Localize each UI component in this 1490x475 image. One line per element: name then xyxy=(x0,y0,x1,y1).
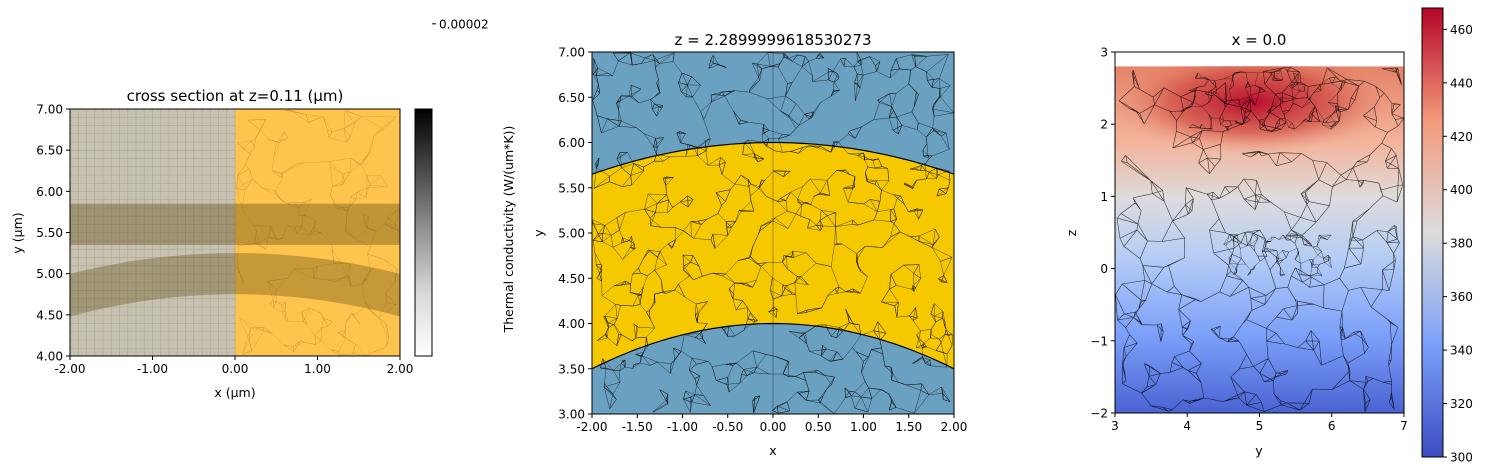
panel2-mesh xyxy=(592,52,954,414)
colorbar-tick-label: 440 xyxy=(1450,76,1473,90)
x-tick-label: 1.50 xyxy=(895,420,922,434)
y-tick-label: 5.00 xyxy=(558,227,585,241)
grid-lines xyxy=(70,109,236,356)
panel1-y-ticks: 4.00 4.50 5.00 5.50 6.00 6.50 7.00 xyxy=(36,103,70,364)
x-tick-label: 5 xyxy=(1256,419,1264,433)
mesh-edges xyxy=(236,109,400,356)
panel2-x-ticks: -2.00 -1.50 -1.00 -0.50 0.00 0.50 1.00 1.50 2.00 xyxy=(576,414,967,434)
colorbar-tick-label: 340 xyxy=(1450,344,1473,358)
y-tick-label: 4.00 xyxy=(558,317,585,331)
panel3-title: x = 0.0 xyxy=(1232,31,1287,49)
panel1-colorbar xyxy=(414,108,433,357)
panel1-colorbar-label: Thermal conductivity (W/(um*K)) xyxy=(501,126,516,334)
panel3-mesh xyxy=(1115,67,1404,412)
panel3-colorbar xyxy=(1421,7,1444,458)
y-tick-label: 4.50 xyxy=(558,272,585,286)
x-tick-label: -0.50 xyxy=(712,420,743,434)
mesh-edges xyxy=(592,52,954,414)
panel3-colorbar-ticks: 300 320 340 360 380 400 420 440 460 xyxy=(1443,23,1473,465)
y-tick-label: −1 xyxy=(1090,334,1108,348)
panel1-colorbar-ticks: 0.000020.000040.000060.000080.000100.000… xyxy=(432,17,489,31)
y-tick-label: 3.50 xyxy=(558,362,585,376)
panel3-y-label: z xyxy=(1064,229,1079,236)
panel2-y-ticks: 3.00 3.50 4.00 4.50 5.00 5.50 6.00 6.50 7.00 xyxy=(558,46,592,422)
x-tick-label: 3 xyxy=(1111,419,1119,433)
mesh-edges xyxy=(1180,70,1346,132)
colorbar-tick-label: 300 xyxy=(1450,451,1473,465)
y-tick-label: 7.00 xyxy=(36,103,63,117)
x-tick-label: -1.00 xyxy=(137,362,168,376)
y-tick-label: 6.50 xyxy=(36,144,63,158)
panel1-right-region xyxy=(235,109,400,356)
y-tick-label: 6.50 xyxy=(558,91,585,105)
panel2-ring-boundary xyxy=(592,141,954,370)
colorbar-tick-label: 420 xyxy=(1450,130,1473,144)
y-tick-label: 3 xyxy=(1100,46,1108,60)
panel1-mesh-right xyxy=(236,109,400,356)
x-tick-label: 2.00 xyxy=(941,420,968,434)
x-tick-label: 7 xyxy=(1400,419,1408,433)
y-tick-label: 4.50 xyxy=(36,308,63,322)
x-tick-label: 0.50 xyxy=(805,420,832,434)
panel2-y-label: y xyxy=(531,229,546,237)
y-tick-label: 4.00 xyxy=(36,350,63,364)
panel2-title: z = 2.2899999618530273 xyxy=(675,31,872,49)
y-tick-label: 6.00 xyxy=(558,136,585,150)
panel1-x-label: x (µm) xyxy=(214,385,255,400)
x-tick-label: -2.00 xyxy=(576,420,607,434)
y-tick-label: 7.00 xyxy=(558,46,585,60)
y-tick-label: 5.50 xyxy=(36,226,63,240)
x-tick-label: 2.00 xyxy=(387,362,414,376)
panel1-mesh-grid xyxy=(70,109,236,356)
colorbar-tick-label: 0.00002 xyxy=(439,17,489,31)
panel2-x-label: x xyxy=(769,443,776,458)
y-tick-label: −2 xyxy=(1090,407,1108,421)
x-tick-label: 0.00 xyxy=(222,362,249,376)
colorbar-tick-label: 360 xyxy=(1450,290,1473,304)
panel1-x-ticks: -2.00 -1.00 0.00 1.00 2.00 xyxy=(54,356,413,376)
y-tick-label: 5.50 xyxy=(558,181,585,195)
panel3-x-ticks: 3 4 5 6 7 xyxy=(1111,413,1408,433)
y-tick-label: 5.00 xyxy=(36,267,63,281)
panel1-horizontal-band xyxy=(70,203,400,245)
colorbar-tick-label: 460 xyxy=(1450,23,1473,37)
x-tick-label: 1.00 xyxy=(850,420,877,434)
colorbar-tick-label: 400 xyxy=(1450,183,1473,197)
panel1-y-label: y (µm) xyxy=(10,212,25,253)
panel3-hotspot xyxy=(1115,66,1390,154)
x-tick-label: -1.00 xyxy=(667,420,698,434)
y-tick-label: 0 xyxy=(1100,262,1108,276)
x-tick-label: 1.00 xyxy=(304,362,331,376)
panel3-y-ticks: −2 −1 0 1 2 3 xyxy=(1090,46,1115,421)
panel-cross-section: cross section at z=0.11 (µm) -2.00 -1.00 0… xyxy=(10,17,516,400)
y-tick-label: 6.00 xyxy=(36,185,63,199)
y-tick-label: 1 xyxy=(1100,190,1108,204)
panel1-curved-band xyxy=(70,253,400,317)
x-tick-label: -1.50 xyxy=(622,420,653,434)
y-tick-label: 2 xyxy=(1100,118,1108,132)
x-tick-label: 0.00 xyxy=(760,420,787,434)
panel-z-slice: z = 2.2899999618530273 -2.00 -1.50 -1.00 -0… xyxy=(531,31,967,458)
x-tick-label: -2.00 xyxy=(54,362,85,376)
x-tick-label: 4 xyxy=(1183,419,1191,433)
x-tick-label: 6 xyxy=(1328,419,1336,433)
panel1-title: cross section at z=0.11 (µm) xyxy=(127,87,344,105)
mesh-edges xyxy=(1223,232,1332,276)
colorbar-tick-label: 380 xyxy=(1450,237,1473,251)
panel3-x-label: y xyxy=(1255,443,1263,458)
y-tick-label: 3.00 xyxy=(558,408,585,422)
mesh-edges xyxy=(1115,67,1404,412)
colorbar-tick-label: 320 xyxy=(1450,397,1473,411)
